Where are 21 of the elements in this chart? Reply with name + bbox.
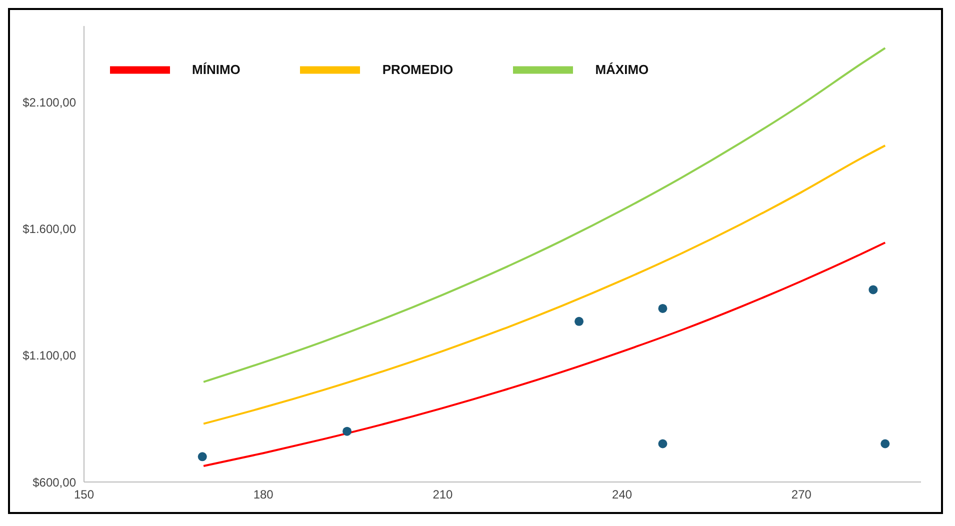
line-series xyxy=(202,144,886,425)
y-tick-label: $600,00 xyxy=(32,475,76,490)
point xyxy=(574,316,584,326)
point xyxy=(658,304,668,313)
y-tick-label: $1.600,00 xyxy=(22,222,76,236)
y-tick-label: $2.100,00 xyxy=(22,95,76,110)
x-tick-label: 270 xyxy=(791,488,812,502)
point xyxy=(868,285,878,294)
point xyxy=(658,439,668,448)
line-series xyxy=(202,242,886,468)
x-tick-label: 240 xyxy=(612,488,632,502)
point xyxy=(880,439,890,448)
legend-label: PROMEDIO xyxy=(382,62,454,78)
point xyxy=(342,426,352,436)
x-tick-label: 180 xyxy=(253,488,274,502)
legend-label: MÍNIMO xyxy=(192,62,240,78)
x-tick-label: 210 xyxy=(432,488,454,502)
legend-label: MÁXIMO xyxy=(595,62,649,78)
x-tick-label: 150 xyxy=(74,488,94,502)
point xyxy=(198,452,207,462)
y-tick-label: $1.100,00 xyxy=(22,348,76,363)
